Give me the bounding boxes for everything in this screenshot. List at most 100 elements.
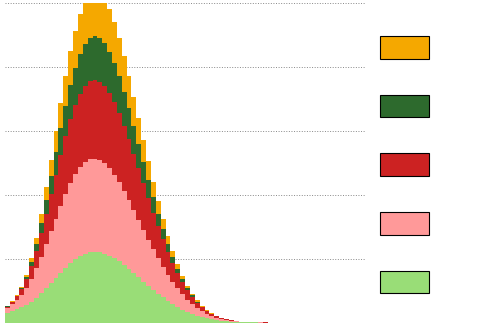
Bar [10,304,15,311]
Bar [58,103,63,128]
Bar [127,108,131,139]
Bar [219,318,224,319]
Bar [39,257,44,293]
Bar [224,321,229,323]
Bar [131,154,136,210]
Bar [78,54,83,94]
Bar [54,219,58,278]
Bar [54,174,58,219]
Bar [49,194,54,231]
Bar [63,76,68,106]
Bar [88,0,93,38]
Bar [78,256,83,323]
Bar [146,161,151,180]
Bar [19,289,24,295]
Bar [151,182,156,198]
Bar [10,311,15,323]
Bar [209,314,214,316]
Bar [83,254,88,323]
Bar [185,286,190,288]
Bar [200,306,205,307]
Bar [58,155,63,206]
Bar [122,191,127,265]
Bar [127,200,131,269]
Bar [29,279,34,302]
Bar [29,266,34,279]
Bar [15,295,19,296]
Bar [44,288,49,323]
Bar [156,258,161,294]
Bar [15,300,19,309]
Bar [19,288,24,289]
Bar [73,68,78,105]
Bar [234,321,239,322]
Bar [88,81,93,159]
Bar [102,254,107,323]
Bar [185,312,190,323]
Bar [185,290,190,300]
Bar [63,136,68,194]
Bar [175,269,180,273]
Bar [146,198,151,240]
Bar [117,182,122,261]
Bar [229,320,234,321]
Bar [44,214,49,244]
Bar [141,140,146,162]
Bar [112,102,117,174]
Bar [180,276,185,279]
Bar [68,263,73,323]
Bar [117,113,122,182]
Bar [78,167,83,256]
Bar [161,267,166,297]
Bar [200,317,205,323]
Bar [161,230,166,239]
Bar [166,274,170,301]
Bar [190,295,195,297]
Bar [19,307,24,323]
Bar [73,105,78,174]
Bar [136,169,141,220]
Bar [107,93,112,168]
Bar [195,302,200,303]
Bar [122,92,127,126]
Bar [93,0,97,36]
Bar [88,252,93,323]
Bar [107,256,112,323]
Bar [112,174,117,258]
Bar [19,287,24,288]
Bar [180,279,185,282]
Bar [68,51,73,85]
Bar [44,244,49,288]
Bar [107,168,112,256]
Bar [58,206,63,273]
Bar [83,44,88,86]
Bar [112,22,117,63]
Bar [127,76,131,108]
Bar [39,293,44,323]
Bar [93,158,97,252]
Bar [205,311,209,314]
Bar [151,213,156,249]
Bar [49,283,54,323]
Bar [151,249,156,290]
Bar [34,251,39,268]
Bar [131,273,136,323]
Bar [127,269,131,323]
Bar [180,282,185,294]
Bar [209,319,214,323]
Bar [34,298,39,323]
Bar [122,265,127,323]
Bar [122,126,127,191]
Bar [170,251,175,257]
Bar [195,301,200,302]
Bar [161,297,166,323]
Bar [93,36,97,80]
Bar [117,38,122,76]
Bar [83,2,88,44]
Bar [97,0,102,38]
Bar [73,31,78,68]
Bar [146,240,151,286]
Bar [175,273,180,289]
Bar [200,311,205,317]
Bar [63,268,68,323]
